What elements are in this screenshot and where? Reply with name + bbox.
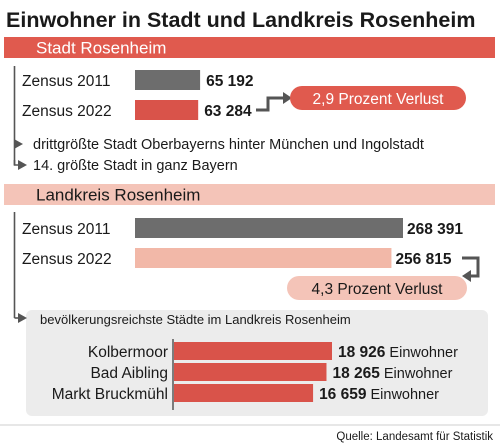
landkreis-bar-1 xyxy=(135,248,392,268)
city-value-markt-bruckmuehl: 16 659 Einwohner xyxy=(319,386,439,403)
city-bar-1 xyxy=(174,363,327,381)
stadt-loss-badge xyxy=(290,86,466,110)
city-label-bad-aibling: Bad Aibling xyxy=(90,365,168,382)
landkreis-loss-text: 4,3 Prozent Verlust xyxy=(312,281,444,298)
city-bar-2 xyxy=(174,384,314,402)
section-header-stadt xyxy=(4,37,495,58)
stadt-loss-text: 2,9 Prozent Verlust xyxy=(313,91,445,108)
landkreis-bar-0 xyxy=(135,218,403,238)
source-note: Quelle: Landesamt für Statistik xyxy=(336,431,493,443)
note-arrow-1 xyxy=(14,139,23,149)
note-arrow-2 xyxy=(18,160,27,170)
stadt-bar-1 xyxy=(135,100,199,120)
stadt-bar-0 xyxy=(135,70,201,90)
chart-title: Einwohner in Stadt und Landkreis Rosenhe… xyxy=(6,8,475,32)
landkreis-label-2011: Zensus 2011 xyxy=(22,221,110,238)
stadt-label-2022: Zensus 2022 xyxy=(22,103,112,120)
city-bars xyxy=(174,342,332,402)
stadt-note-1: drittgrößte Stadt Oberbayerns hinter Mün… xyxy=(33,137,424,153)
stadt-arrowhead xyxy=(283,92,292,104)
landkreis-bars xyxy=(135,218,403,268)
stadt-note-2: 14. größte Stadt in ganz Bayern xyxy=(33,158,238,174)
section-header-landkreis xyxy=(4,184,495,205)
landkreis-value-2011: 268 391 xyxy=(407,221,463,238)
stadt-value-2011: 65 192 xyxy=(206,73,253,90)
stadt-value-2022: 63 284 xyxy=(204,103,252,120)
section-title-landkreis: Landkreis Rosenheim xyxy=(36,186,200,205)
city-bar-0 xyxy=(174,342,332,360)
landkreis-label-2022: Zensus 2022 xyxy=(22,251,112,268)
cities-box-title: bevölkerungsreichste Städte im Landkreis… xyxy=(40,312,351,327)
city-value-kolbermoor: 18 926 Einwohner xyxy=(338,344,458,361)
landkreis-value-2022: 256 815 xyxy=(395,251,451,268)
stadt-bars xyxy=(135,70,201,120)
landkreis-connector-arrow xyxy=(462,256,480,278)
city-value-bad-aibling: 18 265 Einwohner xyxy=(332,365,452,382)
city-label-kolbermoor: Kolbermoor xyxy=(88,344,168,361)
stadt-connector-arrow xyxy=(256,96,284,112)
landkreis-arrowhead xyxy=(462,270,471,282)
cities-arrow xyxy=(18,313,27,323)
stadt-label-2011: Zensus 2011 xyxy=(22,73,110,90)
landkreis-loss-badge xyxy=(287,276,467,300)
section-title-stadt: Stadt Rosenheim xyxy=(36,39,166,58)
city-label-markt-bruckmuehl: Markt Bruckmühl xyxy=(52,386,168,403)
